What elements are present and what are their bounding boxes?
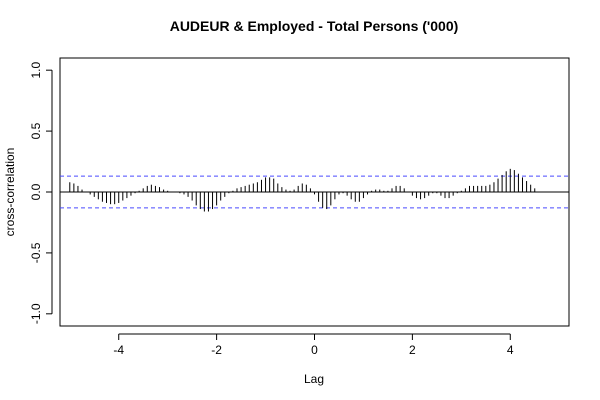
correlation-bars [69, 168, 536, 212]
x-tick-label: -2 [211, 343, 222, 357]
x-tick-label: 0 [311, 343, 318, 357]
chart-title: AUDEUR & Employed - Total Persons ('000) [170, 18, 459, 34]
x-axis-label: Lag [304, 372, 324, 386]
x-tick-label: -4 [113, 343, 124, 357]
y-axis: -1.0 -0.5 0.0 0.5 1.0 [29, 62, 53, 324]
y-tick-label: 1.0 [29, 62, 43, 79]
x-tick-label: 4 [507, 343, 514, 357]
y-tick-label: 0.0 [29, 183, 43, 200]
x-tick-label: 2 [409, 343, 416, 357]
y-axis-label: cross-correlation [3, 148, 17, 237]
x-axis: -4 -2 0 2 4 [113, 333, 514, 357]
y-tick-label: 0.5 [29, 122, 43, 139]
y-tick-label: -1.0 [29, 303, 43, 324]
y-tick-label: -0.5 [29, 242, 43, 263]
